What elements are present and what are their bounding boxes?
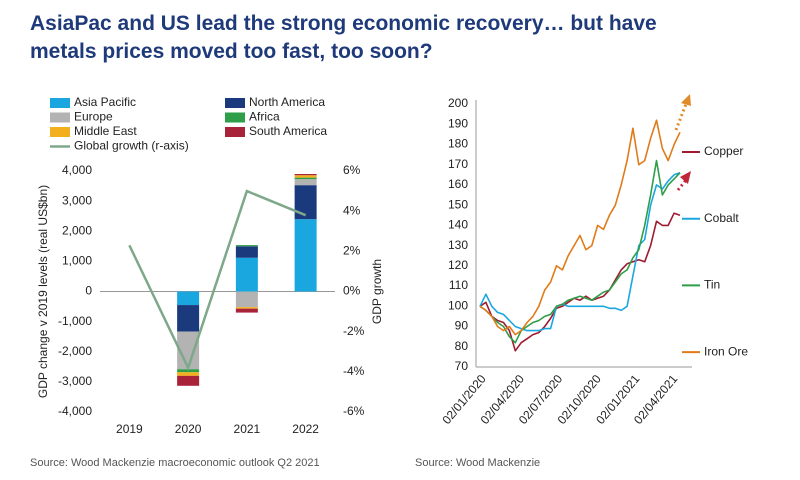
y-tick-label: 100 bbox=[448, 298, 468, 312]
legend-swatch bbox=[50, 127, 70, 137]
y-tick-label: 120 bbox=[448, 258, 468, 272]
bar bbox=[235, 246, 258, 258]
bar bbox=[235, 245, 258, 247]
bar bbox=[177, 369, 200, 373]
y-tick-label: 160 bbox=[448, 177, 468, 191]
y2-tick-label: 4% bbox=[343, 203, 361, 217]
y-tick-label: 170 bbox=[448, 157, 468, 171]
y-tick-label: 180 bbox=[448, 137, 468, 151]
bar bbox=[177, 375, 200, 386]
bar bbox=[294, 174, 317, 176]
legend-label: Iron Ore bbox=[704, 344, 748, 358]
y-axis-title: GDP change v 2019 levels (real US$bn) bbox=[36, 185, 50, 398]
legend-label: Global growth (r-axis) bbox=[74, 139, 189, 153]
legend-swatch bbox=[225, 98, 245, 108]
legend-label: North America bbox=[249, 95, 325, 109]
bar bbox=[177, 291, 200, 306]
legend-label: South America bbox=[249, 124, 327, 138]
y-tick-label: 80 bbox=[455, 339, 469, 353]
bar bbox=[235, 257, 258, 292]
y-tick-label: -4,000 bbox=[58, 404, 92, 418]
bar bbox=[177, 331, 200, 370]
legend-swatch bbox=[50, 98, 70, 108]
y-tick-label: 190 bbox=[448, 116, 468, 130]
bar bbox=[294, 185, 317, 220]
bar bbox=[235, 307, 258, 309]
y2-tick-label: -2% bbox=[343, 324, 365, 338]
legend-swatch bbox=[225, 112, 245, 123]
legend-swatch bbox=[225, 127, 245, 137]
y-tick-label: 4,000 bbox=[62, 163, 92, 177]
legend-label: Europe bbox=[74, 110, 113, 124]
legend-label: Tin bbox=[704, 278, 720, 292]
y-tick-label: 70 bbox=[455, 359, 469, 373]
slide-title: metals prices moved too fast, too soon? bbox=[30, 40, 433, 63]
y2-tick-label: 2% bbox=[343, 244, 361, 258]
bar bbox=[235, 308, 258, 313]
x-tick-label: 2020 bbox=[175, 422, 202, 436]
y-tick-label: 2,000 bbox=[62, 223, 92, 237]
legend-swatch bbox=[50, 112, 70, 123]
legend-label: Cobalt bbox=[704, 211, 739, 225]
legend-label: Middle East bbox=[74, 124, 137, 138]
y-tick-label: -3,000 bbox=[58, 374, 92, 388]
price-line bbox=[479, 119, 681, 336]
y2-tick-label: -4% bbox=[343, 364, 365, 378]
x-tick-label: 2022 bbox=[292, 422, 319, 436]
bar bbox=[235, 291, 258, 308]
legend-label: Copper bbox=[704, 144, 743, 158]
source: Source: Wood Mackenzie bbox=[415, 457, 540, 469]
x-tick-label: 2021 bbox=[234, 422, 261, 436]
price-line bbox=[479, 212, 681, 352]
trend-arrow bbox=[676, 171, 691, 191]
legend-label: Asia Pacific bbox=[74, 95, 136, 109]
y2-tick-label: 6% bbox=[343, 163, 361, 177]
bar bbox=[177, 372, 200, 376]
legend-label: Africa bbox=[249, 110, 280, 124]
source: Source: Wood Mackenzie macroeconomic out… bbox=[30, 457, 320, 469]
y2-tick-label: -6% bbox=[343, 404, 365, 418]
bar bbox=[294, 175, 317, 178]
y-tick-label: -2,000 bbox=[58, 344, 92, 358]
bar bbox=[294, 177, 317, 180]
y-tick-label: 140 bbox=[448, 218, 468, 232]
y-tick-label: 150 bbox=[448, 197, 468, 211]
bar bbox=[294, 219, 317, 292]
trend-arrow bbox=[674, 94, 691, 131]
y-tick-label: 130 bbox=[448, 238, 468, 252]
slide-title: AsiaPac and US lead the strong economic … bbox=[30, 12, 657, 35]
y-tick-label: 1,000 bbox=[62, 254, 92, 268]
y2-tick-label: 0% bbox=[343, 284, 361, 298]
bar bbox=[177, 305, 200, 332]
price-line bbox=[479, 172, 681, 332]
y-tick-label: -1,000 bbox=[58, 314, 92, 328]
y-tick-label: 3,000 bbox=[62, 193, 92, 207]
y2-axis-title: GDP growth bbox=[370, 259, 384, 324]
y-tick-label: 200 bbox=[448, 96, 468, 110]
y-tick-label: 0 bbox=[85, 284, 92, 298]
price-line bbox=[479, 159, 681, 344]
x-tick-label: 2019 bbox=[116, 422, 143, 436]
bar bbox=[294, 179, 317, 186]
y-tick-label: 90 bbox=[455, 319, 469, 333]
y-tick-label: 110 bbox=[449, 278, 468, 292]
growth-line bbox=[128, 189, 307, 372]
